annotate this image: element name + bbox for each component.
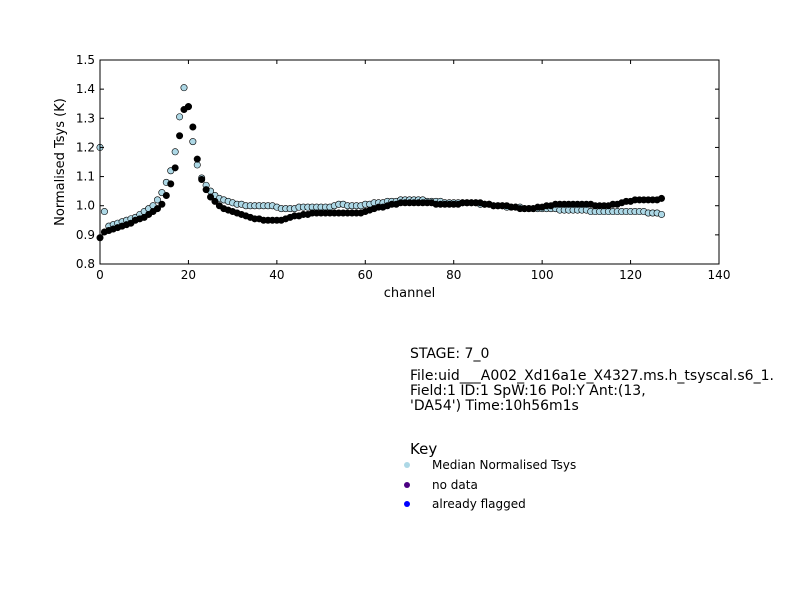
tsys-point-16 [167,180,175,188]
tsys-point-127 [658,194,666,202]
median-point-1 [100,208,108,216]
tsys-point-23 [198,175,206,183]
x-tick-label: 140 [708,268,731,282]
y-tick-label: 0.8 [76,257,95,271]
plot-area: 0 20 40 60 80 100 120 140 0.8 0.9 1.0 1.1 1.2 1.3 1.4 1… [76,53,731,282]
file-info: File:uid___A002_Xd16a1e_X4327.ms.h_tsysc… [410,368,774,414]
plot-frame [99,59,720,265]
x-axis-label: channel [384,286,435,301]
tsys-point-17 [171,164,179,172]
median-point-22 [193,161,201,169]
tsys-point-20 [184,103,192,111]
key-title: Key [410,440,438,458]
y-tick-label: 0.9 [76,228,95,242]
tsys-point-25 [207,193,215,201]
tsys-point-13 [153,205,161,213]
key-item-no-data: no data [404,477,478,493]
tsys-point-22 [193,155,201,163]
flagged-marker-icon [404,500,410,507]
y-tick-label: 1.3 [76,111,95,125]
tsys-point-21 [189,123,197,131]
tsys-point-24 [202,186,210,194]
x-tick-label: 100 [531,268,554,282]
x-tick-label: 40 [269,268,284,282]
y-axis-label: Normalised Tsys (K) [53,98,68,226]
key-item-already-flagged: already flagged [404,496,526,512]
key-item-median: Median Normalised Tsys [404,457,576,473]
tsys-point-14 [158,200,166,208]
tsys-point-26 [211,197,219,205]
y-tick-label: 1.1 [76,170,95,184]
x-tick-label: 120 [619,268,642,282]
tsys-point-15 [162,192,170,200]
median-point-18 [176,113,184,121]
tsys-point-18 [176,132,184,140]
median-point-19 [180,84,188,92]
x-tick-label: 20 [181,268,196,282]
x-tick-label: 80 [446,268,461,282]
y-tick-label: 1.0 [76,199,95,213]
no-data-marker-icon [404,481,410,488]
median-point-21 [189,138,197,146]
median-point-13 [153,196,161,204]
median-point-127 [658,210,666,218]
median-point-17 [171,148,179,156]
median-marker-icon [404,461,410,468]
y-tick-label: 1.4 [76,82,95,96]
x-tick-label: 0 [96,268,104,282]
stage-label: STAGE: 7_0 [410,346,490,362]
y-tick-label: 1.5 [76,53,95,67]
y-tick-label: 1.2 [76,140,95,154]
x-tick-label: 60 [358,268,373,282]
